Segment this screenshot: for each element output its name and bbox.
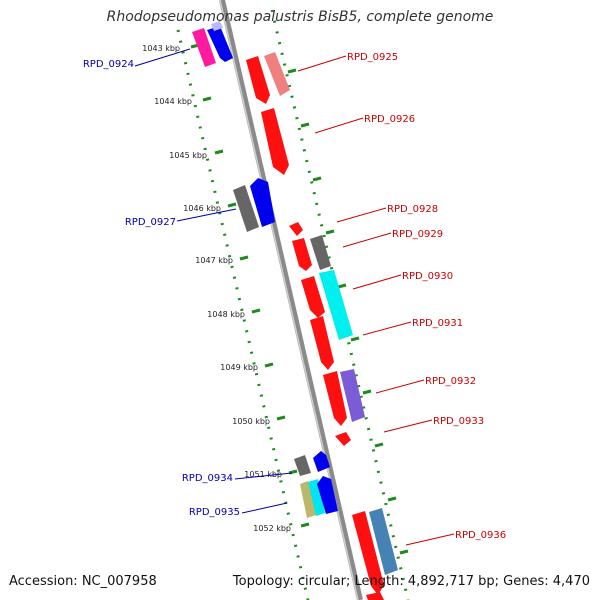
gene-feature (264, 52, 290, 96)
leader-line (352, 274, 402, 290)
tick-mark-right (399, 549, 409, 555)
leader-line (134, 48, 191, 67)
tick-mark-right (287, 68, 297, 74)
gene-label-rpd-0926[interactable]: RPD_0926 (364, 114, 415, 125)
gene-feature (292, 238, 312, 271)
gene-feature (317, 476, 338, 514)
tick-label: 1052 kbp (253, 524, 291, 533)
gene-feature (340, 369, 365, 422)
tick-label: 1044 kbp (154, 97, 192, 106)
tick-label: 1051 kbp (244, 470, 282, 479)
tick-label: 1045 kbp (169, 151, 207, 160)
tick-label: 1049 kbp (220, 363, 258, 372)
gene-label-rpd-0931[interactable]: RPD_0931 (412, 318, 463, 329)
genome-backbone (219, 0, 363, 600)
leader-line (234, 472, 293, 480)
gene-feature (289, 222, 303, 236)
gene-feature (319, 270, 353, 340)
leader-line (314, 117, 364, 134)
tick-mark-1052 (300, 522, 310, 528)
tick-mark-1045 (214, 149, 224, 155)
tick-label: 1046 kbp (183, 204, 221, 213)
gene-feature (300, 481, 316, 518)
tick-mark-1044 (202, 96, 212, 102)
gene-label-rpd-0935[interactable]: RPD_0935 (189, 507, 240, 518)
gene-feature (233, 185, 259, 232)
tick-mark-1046 (227, 202, 237, 208)
gene-feature (207, 26, 233, 62)
tick-mark-right (387, 496, 397, 502)
leader-line (297, 55, 347, 72)
gene-feature (313, 451, 330, 472)
gene-feature (310, 235, 331, 270)
leader-line (362, 321, 412, 336)
right-track-dotted-edge (270, 9, 410, 600)
gene-feature (369, 508, 398, 575)
tick-mark-1051 (288, 469, 298, 475)
gene-feature (211, 21, 223, 31)
tick-mark-right (312, 176, 322, 182)
tick-label: 1050 kbp (232, 417, 270, 426)
gene-feature (310, 316, 334, 370)
leader-line (176, 208, 237, 222)
gene-feature (308, 479, 325, 516)
tick-mark-right (337, 283, 347, 289)
gene-feature (192, 28, 216, 67)
gene-feature (261, 108, 289, 175)
gene-label-rpd-0924[interactable]: RPD_0924 (83, 59, 134, 70)
gene-feature (323, 371, 347, 426)
gene-label-rpd-0930[interactable]: RPD_0930 (402, 271, 453, 282)
tick-mark-right (362, 389, 372, 395)
gene-feature (246, 56, 270, 104)
gene-label-rpd-0932[interactable]: RPD_0932 (425, 376, 476, 387)
gene-feature (335, 432, 351, 446)
tick-mark-right (350, 336, 360, 342)
tick-mark-right (300, 122, 310, 128)
tick-mark-right (325, 229, 335, 235)
accession-text: Accession: NC_007958 (9, 574, 157, 589)
gene-label-rpd-0925[interactable]: RPD_0925 (347, 52, 398, 63)
leader-line (375, 379, 425, 394)
leader-line (336, 207, 387, 223)
gene-feature (301, 276, 325, 318)
gene-label-rpd-0933[interactable]: RPD_0933 (433, 416, 484, 427)
tick-label: 1043 kbp (142, 44, 180, 53)
map-title: Rhodopseudomonas palustris BisB5, comple… (106, 9, 494, 25)
leader-line (342, 232, 392, 248)
leader-line (241, 502, 288, 514)
gene-feature (352, 511, 384, 595)
tick-label: 1047 kbp (195, 256, 233, 265)
tick-mark-1050 (276, 415, 286, 421)
gene-label-rpd-0936[interactable]: RPD_0936 (455, 530, 506, 541)
gene-feature (250, 178, 275, 227)
gene-label-rpd-0929[interactable]: RPD_0929 (392, 229, 443, 240)
leader-line (383, 419, 433, 433)
tick-mark-1049 (264, 362, 274, 368)
topology-text: Topology: circular; Length: 4,892,717 bp… (232, 574, 590, 589)
tick-mark-right (374, 442, 384, 448)
gene-label-rpd-0927[interactable]: RPD_0927 (125, 217, 176, 228)
leader-line (405, 533, 455, 546)
tick-label: 1048 kbp (207, 310, 245, 319)
tick-mark-1047 (239, 255, 249, 261)
gene-feature (366, 592, 384, 600)
gene-label-rpd-0928[interactable]: RPD_0928 (387, 204, 438, 215)
gene-feature (294, 455, 311, 476)
tick-mark-1048 (251, 308, 261, 314)
gene-label-rpd-0934[interactable]: RPD_0934 (182, 473, 233, 484)
